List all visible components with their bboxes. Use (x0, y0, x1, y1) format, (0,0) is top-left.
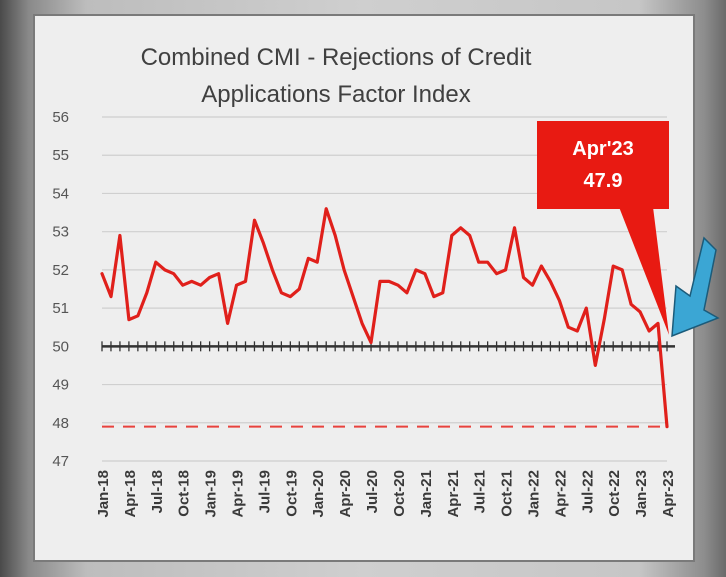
x-tick-label: Jul-19 (256, 470, 273, 513)
callout-pointer (619, 207, 669, 335)
x-tick-label: Jul-21 (472, 470, 489, 513)
series-line (100, 207, 669, 429)
x-tick-label: Jan-22 (525, 470, 542, 518)
x-tick-label: Oct-21 (499, 470, 516, 517)
x-tick-label: Apr-23 (660, 470, 677, 518)
annotation-callout: Apr'23 47.9 (537, 121, 669, 335)
x-tick-label: Oct-20 (391, 470, 408, 517)
x-axis-tick-labels: Jan-18 Apr-18 Jul-18 Oct-18 Jan-19 Apr-19 Jul-… (95, 470, 677, 518)
y-tick-label: 54 (52, 185, 69, 202)
x-tick-label: Apr-21 (445, 470, 462, 518)
y-tick-label: 48 (52, 415, 69, 432)
y-tick-label: 52 (52, 262, 69, 279)
y-tick-label: 56 (52, 109, 69, 126)
x-tick-label: Jan-21 (418, 470, 435, 518)
x-tick-label: Apr-19 (230, 470, 247, 518)
chart-frame: Combined CMI - Rejections of Credit Appl… (33, 14, 695, 562)
x-tick-label: Jan-20 (310, 470, 327, 518)
y-axis-tick-labels: 56 55 54 53 52 51 50 49 48 47 (52, 109, 69, 470)
x-tick-label: Apr-18 (122, 470, 139, 518)
chart-title: Combined CMI - Rejections of Credit Appl… (141, 44, 532, 108)
x-tick-label: Apr-20 (337, 470, 354, 518)
reference-lines (101, 341, 675, 428)
callout-label: Apr'23 (572, 138, 633, 160)
x-tick-label: Jul-18 (149, 470, 166, 513)
y-tick-label: 53 (52, 224, 69, 241)
y-tick-label: 47 (52, 453, 69, 470)
y-tick-label: 49 (52, 377, 69, 394)
series-lines (100, 207, 669, 429)
callout-box (537, 121, 669, 209)
x-tick-label: Oct-22 (606, 470, 623, 517)
callout-value: 47.9 (584, 170, 623, 192)
x-tick-label: Jan-23 (633, 470, 650, 518)
y-tick-label: 51 (52, 300, 69, 317)
x-tick-label: Oct-19 (283, 470, 300, 517)
y-tick-label: 50 (52, 338, 69, 355)
x-tick-label: Jul-22 (579, 470, 596, 513)
x-tick-label: Jan-19 (203, 470, 220, 518)
y-tick-label: 55 (52, 147, 69, 164)
x-tick-label: Apr-22 (552, 470, 569, 518)
x-tick-label: Oct-18 (176, 470, 193, 517)
line-chart: Combined CMI - Rejections of Credit Appl… (52, 44, 677, 518)
chart-title-line-2: Applications Factor Index (201, 81, 470, 108)
chart-title-line-1: Combined CMI - Rejections of Credit (141, 44, 532, 71)
x-tick-label: Jul-20 (364, 470, 381, 513)
x-tick-label: Jan-18 (95, 470, 112, 518)
gridlines (102, 116, 667, 462)
